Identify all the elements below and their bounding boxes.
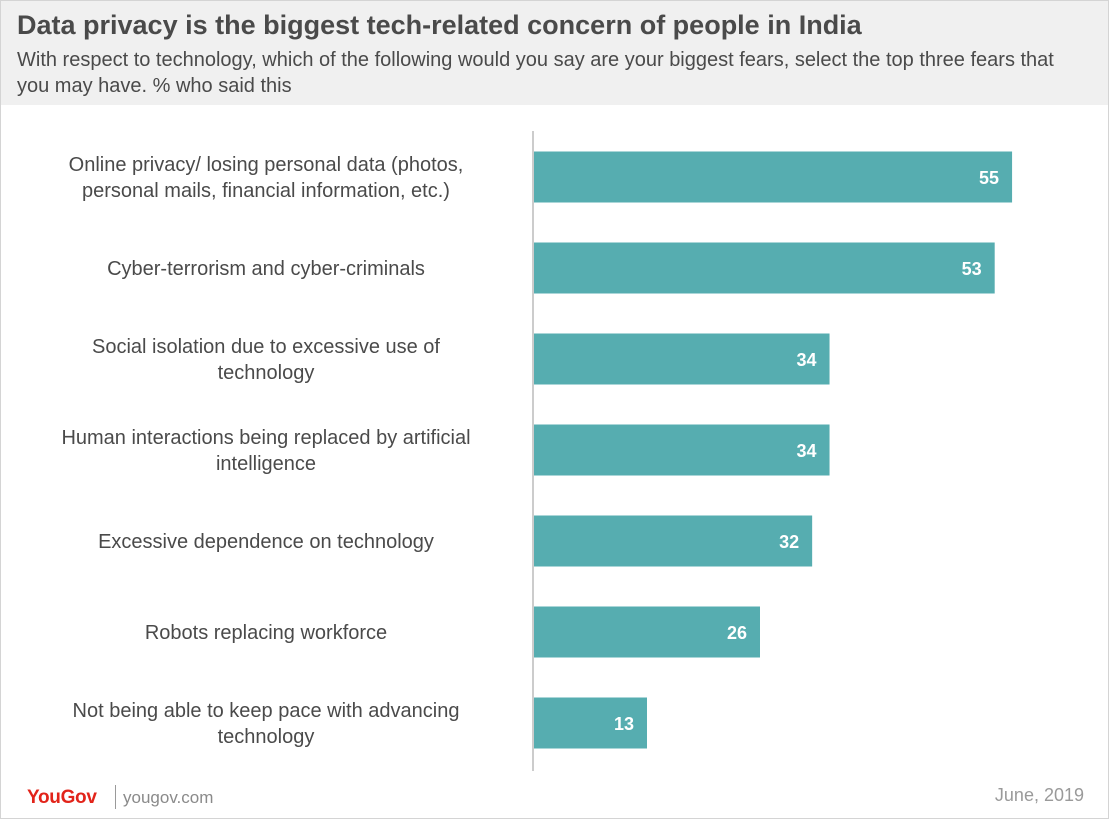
category-label-line: Human interactions being replaced by art… [61, 427, 470, 449]
category-label: Social isolation due to excessive use of… [92, 336, 440, 384]
category-label-line: technology [218, 362, 315, 384]
footer-separator [115, 785, 116, 809]
category-label-line: Excessive dependence on technology [98, 531, 434, 553]
category-label-line: Social isolation due to excessive use of [92, 336, 440, 358]
category-label-line: Robots replacing workforce [145, 622, 387, 644]
footer-website: yougov.com [123, 788, 214, 807]
category-label-line: personal mails, financial information, e… [82, 180, 450, 202]
bar [534, 515, 813, 567]
bar [534, 333, 830, 385]
bar-value-label: 53 [962, 259, 982, 279]
chart-header: Data privacy is the biggest tech-related… [1, 1, 1108, 105]
bar-chart: 55 Online privacy/ losing personal data (… [61, 131, 1013, 771]
chart-subtitle: With respect to technology, which of the… [17, 49, 1054, 97]
bar-value-label: 13 [614, 714, 634, 734]
bar-value-label: 26 [727, 623, 747, 643]
category-label-line: Not being able to keep pace with advanci… [73, 700, 460, 722]
category-label: Excessive dependence on technology [98, 531, 434, 553]
chart-title: Data privacy is the biggest tech-related… [17, 10, 862, 40]
bar-value-label: 32 [779, 532, 799, 552]
category-label: Cyber-terrorism and cyber-criminals [107, 258, 425, 280]
category-label: Not being able to keep pace with advanci… [73, 700, 460, 748]
category-label: Human interactions being replaced by art… [61, 427, 470, 475]
bar-value-label: 55 [979, 168, 999, 188]
category-label-line: technology [218, 726, 315, 748]
footer-date: June, 2019 [994, 785, 1084, 805]
bar [534, 151, 1013, 203]
bar [534, 606, 760, 658]
category-label: Online privacy/ losing personal data (ph… [69, 154, 464, 202]
yougov-logo: YouGov [27, 787, 97, 808]
category-label-line: intelligence [216, 453, 316, 475]
bar-value-label: 34 [797, 441, 817, 461]
category-label: Robots replacing workforce [145, 622, 387, 644]
bar [534, 697, 647, 749]
bar-value-label: 34 [797, 350, 817, 370]
category-label-line: Online privacy/ losing personal data (ph… [69, 154, 464, 176]
category-label-line: Cyber-terrorism and cyber-criminals [107, 258, 425, 280]
bar [534, 242, 995, 294]
bar [534, 424, 830, 476]
